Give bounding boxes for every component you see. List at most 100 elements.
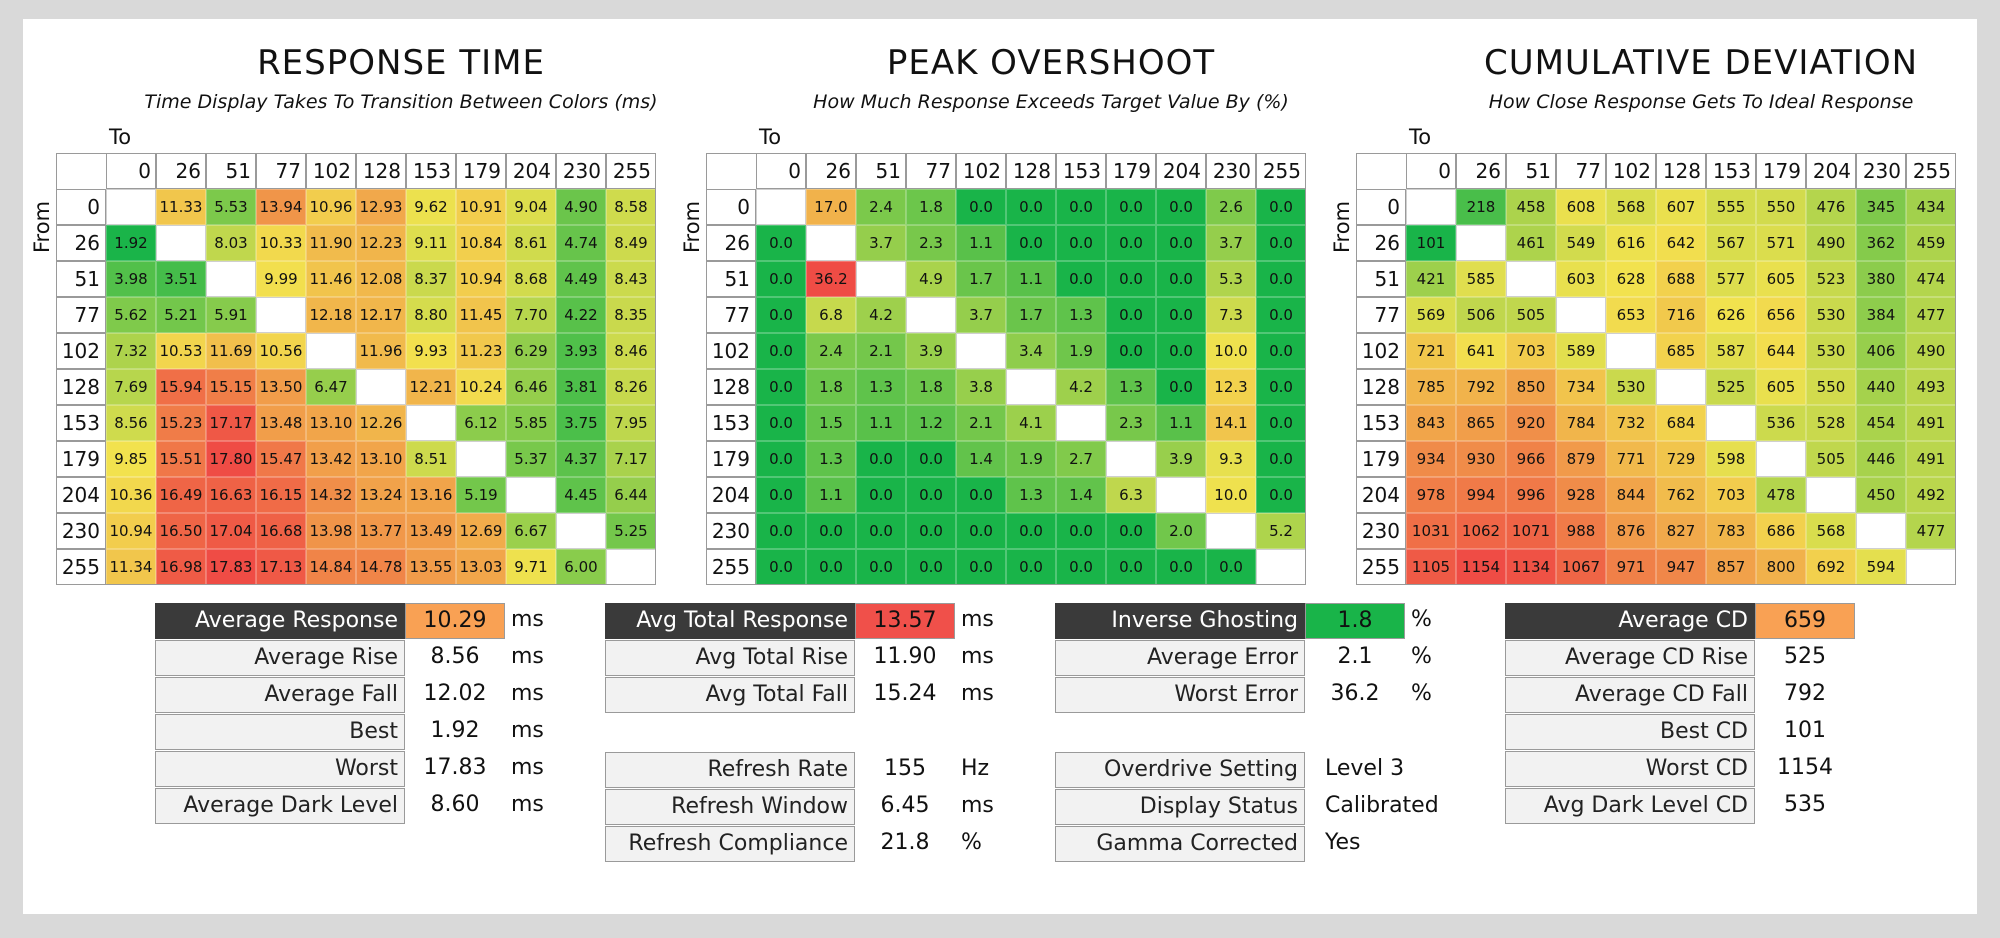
heatmap-cell: 523 [1806, 261, 1856, 297]
heatmap-cell: 17.80 [206, 441, 256, 477]
heatmap-cell: 628 [1606, 261, 1656, 297]
stats-row: Gamma Corrected Yes [1055, 826, 1515, 862]
heatmap-cell: 555 [1706, 189, 1756, 225]
heatmap-cell: 0.0 [1156, 189, 1206, 225]
heatmap-cell: 10.94 [456, 261, 506, 297]
heatmap-cell: 16.63 [206, 477, 256, 513]
heatmap-cell: 1.8 [906, 369, 956, 405]
heatmap-cell: 10.84 [456, 225, 506, 261]
heatmap-cell: 0.0 [1156, 225, 1206, 261]
stats-row: Avg Total Rise 11.90 ms [605, 640, 1001, 676]
row-header: 0 [706, 189, 756, 225]
heatmap-cell: 692 [1806, 549, 1856, 585]
stats-value: 36.2 [1330, 681, 1380, 706]
heatmap-cell: 3.4 [1006, 333, 1056, 369]
stats-label: Average Dark Level [155, 788, 405, 824]
row-header: 153 [1356, 405, 1406, 441]
stats-value: 101 [1784, 718, 1826, 743]
heatmap-cell [506, 477, 556, 513]
heatmap-cell: 0.0 [1256, 405, 1306, 441]
stats-value: 525 [1784, 644, 1826, 669]
stats-label: Best [155, 714, 405, 750]
stats-row: Best 1.92 ms [155, 714, 551, 750]
heatmap-cell: 827 [1656, 513, 1706, 549]
stats-value: 8.56 [430, 644, 480, 669]
heatmap-cell: 4.2 [1056, 369, 1106, 405]
stats-value: 2.1 [1337, 644, 1373, 669]
heatmap-cell: 384 [1856, 297, 1906, 333]
heatmap-cell: 605 [1756, 369, 1806, 405]
heatmap-cell: 734 [1556, 369, 1606, 405]
heatmap-cell: 6.8 [806, 297, 856, 333]
stats-row: Average CD 659 [1505, 603, 1901, 639]
row-header: 255 [1356, 549, 1406, 585]
heatmap-cell: 477 [1906, 513, 1956, 549]
heatmap-cell: 656 [1756, 297, 1806, 333]
heatmap-cell: 12.21 [406, 369, 456, 405]
heatmap-cell: 13.50 [256, 369, 306, 405]
heatmap-cell: 0.0 [906, 441, 956, 477]
heatmap-cell [556, 513, 606, 549]
stats-row: Worst 17.83 ms [155, 751, 551, 787]
stats-row: Worst Error 36.2% [1055, 677, 1451, 713]
heatmap-cell: 0.0 [756, 297, 806, 333]
heatmap-cell: 688 [1656, 261, 1706, 297]
stats-value: 12.02 [423, 681, 487, 706]
heatmap-cell: 10.0 [1206, 333, 1256, 369]
heatmap-cell: 5.25 [606, 513, 656, 549]
heatmap-cell: 13.77 [356, 513, 406, 549]
col-header: 204 [506, 153, 556, 189]
heatmap-cell [206, 261, 256, 297]
heatmap-cell [806, 225, 856, 261]
heatmap-cell: 536 [1756, 405, 1806, 441]
stats-unit: % [1411, 681, 1432, 706]
heatmap-cell: 362 [1856, 225, 1906, 261]
heatmap-cell: 2.0 [1156, 513, 1206, 549]
heatmap-cell: 684 [1656, 405, 1706, 441]
heatmap-cell: 1.5 [806, 405, 856, 441]
heatmap-cell: 567 [1706, 225, 1756, 261]
stats-row: Average CD Rise 525 [1505, 640, 1901, 676]
heatmap-cell [256, 297, 306, 333]
stats-row: Display Status Calibrated [1055, 789, 1515, 825]
heatmap-cell: 6.46 [506, 369, 556, 405]
stats-unit: Hz [961, 756, 990, 781]
heatmap-cell: 3.9 [1156, 441, 1206, 477]
heatmap-cell: 530 [1806, 333, 1856, 369]
heatmap-cell [956, 333, 1006, 369]
heatmap-cell: 1.7 [1006, 297, 1056, 333]
stats-unit: ms [961, 681, 994, 706]
heatmap-cell: 474 [1906, 261, 1956, 297]
heatmap-cell: 458 [1506, 189, 1556, 225]
heatmap-cell: 653 [1606, 297, 1656, 333]
heatmap-cell: 9.62 [406, 189, 456, 225]
heatmap-cell: 3.51 [156, 261, 206, 297]
heatmap-cell: 0.0 [806, 549, 856, 585]
heatmap-cell: 0.0 [856, 549, 906, 585]
heatmap-cell: 3.93 [556, 333, 606, 369]
heatmap-cell: 13.03 [456, 549, 506, 585]
heatmap-cell: 0.0 [1106, 261, 1156, 297]
row-header: 179 [1356, 441, 1406, 477]
heatmap-cell: 1.8 [806, 369, 856, 405]
heatmap-cell: 12.93 [356, 189, 406, 225]
row-header: 153 [706, 405, 756, 441]
col-header: 255 [1256, 153, 1306, 189]
heatmap-cell: 2.4 [806, 333, 856, 369]
col-header: 230 [1856, 153, 1906, 189]
cumulative-deviation-heatmap: 0 26 51 77 102 128 153 179 204 230 255 0 218 458 608 56… [1356, 153, 1956, 585]
heatmap-cell: 0.0 [856, 513, 906, 549]
row-header: 77 [56, 297, 106, 333]
heatmap-cell: 490 [1806, 225, 1856, 261]
col-header: 26 [156, 153, 206, 189]
heatmap-cell: 9.85 [106, 441, 156, 477]
heatmap-cell: 218 [1456, 189, 1506, 225]
col-header: 51 [206, 153, 256, 189]
heatmap-cell: 530 [1806, 297, 1856, 333]
heatmap-cell: 2.3 [1106, 405, 1156, 441]
heatmap-cell: 978 [1406, 477, 1456, 513]
heatmap-cell: 15.15 [206, 369, 256, 405]
heatmap-cell: 12.18 [306, 297, 356, 333]
heatmap-cell: 0.0 [956, 549, 1006, 585]
heatmap-cell: 3.7 [856, 225, 906, 261]
